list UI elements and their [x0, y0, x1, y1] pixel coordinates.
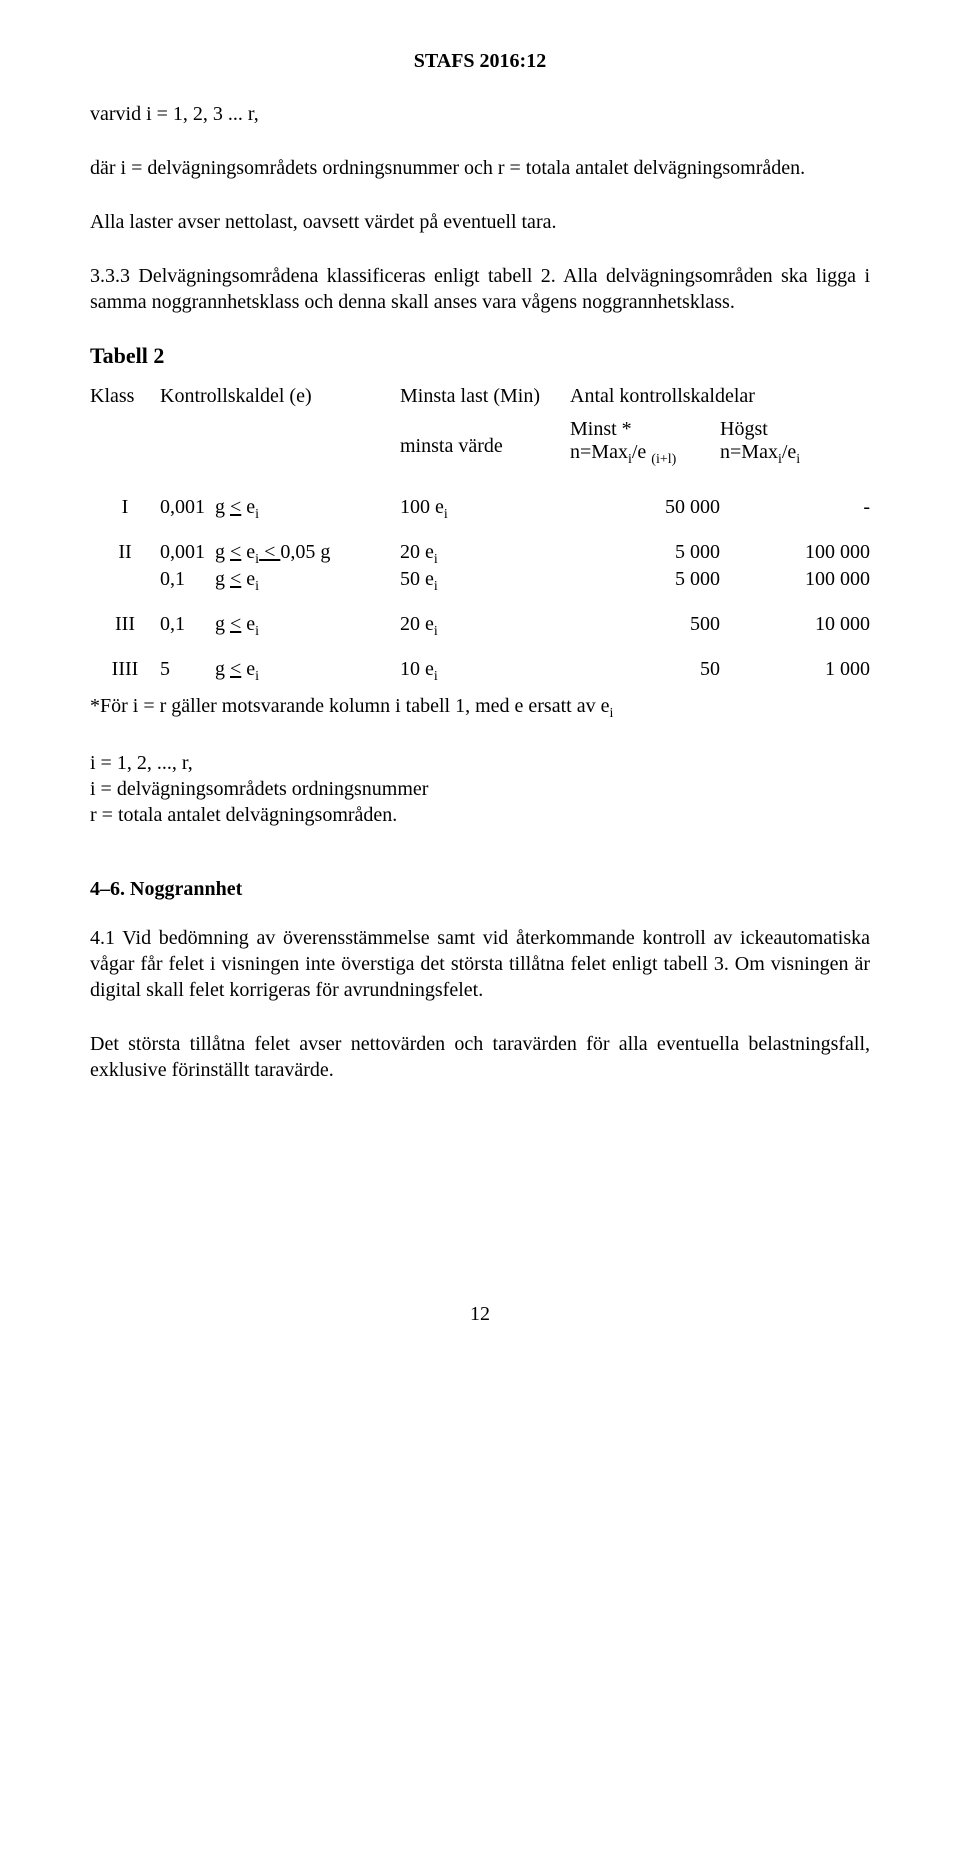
cell-min: 50 ei — [400, 568, 570, 595]
cell-n1: 5 000 — [570, 568, 720, 595]
table-footnote: *För i = r gäller motsvarande kolumn i t… — [90, 695, 870, 722]
table-row: III 0,1 g < ei 20 ei 500 10 000 — [90, 613, 870, 640]
cell-n2: 100 000 — [720, 568, 870, 595]
th-klass: Klass — [90, 385, 160, 418]
para-333: 3.3.3 Delvägningsområdena klassificeras … — [90, 263, 870, 315]
para-laster: Alla laster avser nettolast, oavsett vär… — [90, 209, 870, 235]
tabell2: Klass Kontrollskaldel (e) Minsta last (M… — [90, 385, 870, 722]
cell-klass: II — [90, 541, 160, 568]
th-minst: Minst * n=Maxi/e (i+l) — [570, 418, 720, 474]
cell-e: 0,1 g < ei — [160, 568, 400, 595]
cell-min: 100 ei — [400, 496, 570, 523]
table-footnote-row: *För i = r gäller motsvarande kolumn i t… — [90, 695, 870, 722]
after-line-3: r = totala antalet delvägningsområden. — [90, 802, 870, 828]
cell-e: 5 g < ei — [160, 658, 400, 685]
cell-e: 0,1 g < ei — [160, 613, 400, 640]
page: STAFS 2016:12 varvid i = 1, 2, 3 ... r, … — [0, 0, 960, 1366]
cell-n2: 100 000 — [720, 541, 870, 568]
para-varvid: varvid i = 1, 2, 3 ... r, — [90, 101, 870, 127]
cell-klass: I — [90, 496, 160, 523]
after-line-1: i = 1, 2, ..., r, — [90, 750, 870, 776]
th-empty2 — [160, 418, 400, 474]
section-4-6-heading: 4–6. Noggrannhet — [90, 878, 870, 901]
cell-klass: III — [90, 613, 160, 640]
th-antal: Antal kontrollskaldelar — [570, 385, 870, 408]
table-row: I 0,001 g < ei 100 ei 50 000 - — [90, 496, 870, 523]
cell-n1: 50 — [570, 658, 720, 685]
cell-n2: 10 000 — [720, 613, 870, 640]
th-minsta-last: Minsta last (Min) — [400, 385, 570, 418]
para-storsta: Det största tillåtna felet avser nettovä… — [90, 1031, 870, 1083]
cell-klass: IIII — [90, 658, 160, 685]
doc-header: STAFS 2016:12 — [90, 50, 870, 73]
cell-klass — [90, 568, 160, 595]
tabell2-title: Tabell 2 — [90, 343, 870, 369]
cell-n2: 1 000 — [720, 658, 870, 685]
para-4-1: 4.1 Vid bedömning av överensstämmelse sa… — [90, 925, 870, 1003]
after-line-2: i = delvägningsområdets ordningsnummer — [90, 776, 870, 802]
cell-n2: - — [720, 496, 870, 523]
cell-min: 10 ei — [400, 658, 570, 685]
page-number: 12 — [90, 1303, 870, 1326]
th-kontroll: Kontrollskaldel (e) — [160, 385, 400, 418]
th-empty1 — [90, 418, 160, 474]
cell-n1: 500 — [570, 613, 720, 640]
th-minsta-varde: minsta värde — [400, 418, 570, 474]
th-hogst: Högst n=Maxi/ei — [720, 418, 870, 474]
th-spacer — [570, 408, 870, 418]
cell-min: 20 ei — [400, 541, 570, 568]
table-row: 0,1 g < ei 50 ei 5 000 100 000 — [90, 568, 870, 595]
cell-n1: 5 000 — [570, 541, 720, 568]
table-row: II 0,001 g < ei < 0,05 g 20 ei 5 000 100… — [90, 541, 870, 568]
para-dar: där i = delvägningsområdets ordningsnumm… — [90, 155, 870, 181]
cell-e: 0,001 g < ei — [160, 496, 400, 523]
cell-min: 20 ei — [400, 613, 570, 640]
table-row: IIII 5 g < ei 10 ei 50 1 000 — [90, 658, 870, 685]
cell-e: 0,001 g < ei < 0,05 g — [160, 541, 400, 568]
cell-n1: 50 000 — [570, 496, 720, 523]
